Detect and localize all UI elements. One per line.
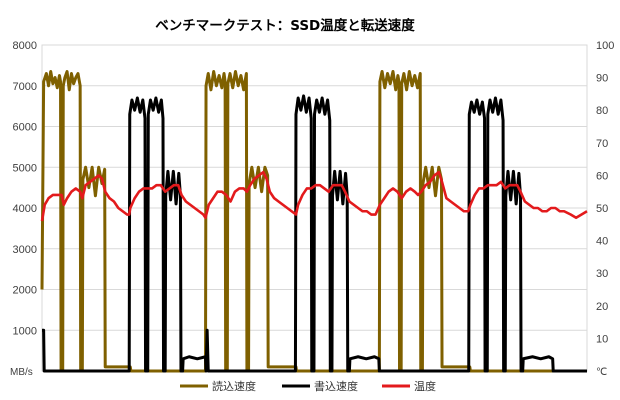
series-line-2 <box>42 94 587 373</box>
left-tick-label: 5000 <box>13 162 37 174</box>
left-axis-unit: MB/s <box>10 367 33 378</box>
series-layer <box>40 69 588 373</box>
series-line-3 <box>40 170 588 222</box>
right-tick-label: 10 <box>596 333 608 345</box>
right-tick-label: 100 <box>596 40 614 52</box>
right-tick-label: 50 <box>596 203 608 215</box>
legend-label-1: 読込速度 <box>212 379 256 393</box>
right-tick-label: 60 <box>596 170 608 182</box>
left-tick-label: 6000 <box>13 122 37 134</box>
series-line-1 <box>40 69 587 373</box>
left-tick-label: 7000 <box>13 81 37 93</box>
left-tick-label: 4000 <box>13 203 37 215</box>
chart-title: ベンチマークテスト：SSD温度と転送速度 <box>155 17 415 34</box>
left-tick-label: 2000 <box>13 285 37 297</box>
left-axis-ticks: 1000 2000 3000 4000 5000 6000 7000 8000 <box>13 40 37 337</box>
right-axis-unit: ℃ <box>596 367 607 378</box>
right-tick-label: 30 <box>596 268 608 280</box>
right-tick-label: 40 <box>596 236 608 248</box>
left-tick-label: 8000 <box>13 40 37 52</box>
legend-label-2: 書込速度 <box>314 379 358 393</box>
legend-label-3: 温度 <box>414 379 436 393</box>
right-tick-label: 80 <box>596 105 608 117</box>
right-axis-ticks: 10 20 30 40 50 60 70 80 90 100 <box>596 40 614 345</box>
left-tick-label: 1000 <box>13 325 37 337</box>
legend: 読込速度 書込速度 温度 <box>180 379 436 393</box>
right-tick-label: 20 <box>596 301 608 313</box>
right-tick-label: 70 <box>596 138 608 150</box>
left-tick-label: 3000 <box>13 244 37 256</box>
right-tick-label: 90 <box>596 73 608 85</box>
